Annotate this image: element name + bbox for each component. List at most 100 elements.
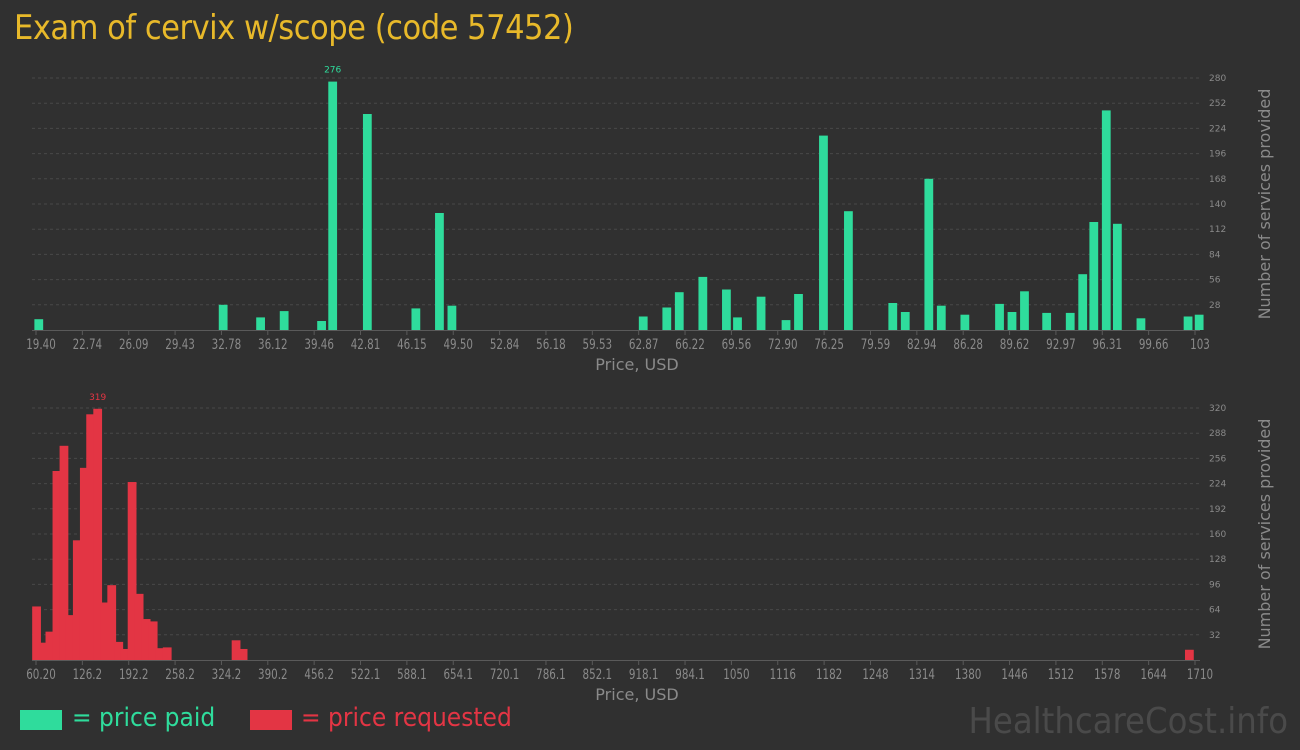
x-tick-label: 588.1 — [397, 667, 427, 683]
histogram-bar — [39, 642, 48, 660]
histogram-bar — [1089, 222, 1099, 330]
x-tick-label: 29.43 — [165, 337, 195, 353]
legend-paid-swatch — [20, 710, 62, 730]
x-tick-label: 1248 — [862, 667, 888, 683]
y-tick-label: 252 — [1209, 99, 1226, 109]
y-tick-label: 288 — [1209, 429, 1226, 439]
histogram-bar — [34, 319, 44, 330]
histogram-bar — [1183, 316, 1193, 330]
y-tick-label: 112 — [1209, 225, 1226, 235]
histogram-bar — [45, 631, 55, 660]
histogram-bar — [844, 211, 853, 330]
histogram-bar — [141, 619, 151, 660]
x-tick-label: 99.66 — [1139, 337, 1169, 353]
x-tick-label: 46.15 — [397, 337, 427, 353]
histogram-bar — [411, 308, 421, 330]
histogram-bar — [1184, 649, 1194, 660]
x-tick-label: 86.28 — [953, 337, 983, 353]
x-tick-label: 918.1 — [629, 667, 659, 683]
x-tick-label: 36.12 — [258, 337, 288, 353]
x-tick-label: 89.62 — [1000, 337, 1030, 353]
histogram-bar — [960, 314, 970, 330]
y-tick-label: 128 — [1209, 555, 1226, 565]
x-tick-label: 1182 — [816, 667, 842, 683]
histogram-bar — [162, 647, 172, 660]
histogram-bar — [65, 615, 75, 660]
histogram-bar — [1020, 291, 1029, 330]
legend-requested-label: = price requested — [301, 703, 512, 733]
x-tick-label: 1314 — [909, 667, 935, 683]
x-tick-label: 82.94 — [907, 337, 937, 353]
histogram-bar — [256, 317, 265, 330]
histogram-bar — [238, 648, 248, 660]
histogram-bar — [1112, 223, 1122, 330]
y-axis-label: Number of services provided — [1255, 89, 1274, 320]
y-tick-label: 224 — [1209, 480, 1226, 490]
x-tick-label: 456.2 — [304, 667, 334, 683]
x-tick-label: 79.59 — [861, 337, 891, 353]
y-axis-label: Number of services provided — [1255, 419, 1274, 650]
histogram-bar — [794, 294, 803, 330]
x-axis-label: Price, USD — [595, 685, 678, 704]
x-tick-label: 126.2 — [73, 667, 103, 683]
x-tick-label: 76.25 — [814, 337, 844, 353]
x-tick-label: 56.18 — [536, 337, 566, 353]
histogram-bar — [59, 445, 69, 660]
histogram-bar — [1194, 314, 1204, 330]
x-tick-label: 26.09 — [119, 337, 149, 353]
histogram-bar — [134, 593, 144, 660]
x-tick-label: 19.40 — [26, 337, 56, 353]
histogram-bar — [1078, 274, 1088, 330]
histogram-bar — [1007, 312, 1017, 330]
x-tick-label: 1050 — [723, 667, 749, 683]
histogram-bar — [120, 648, 130, 660]
histogram-bar — [936, 305, 946, 330]
histogram-bar — [218, 304, 228, 330]
y-tick-label: 320 — [1209, 404, 1226, 414]
x-tick-label: 852.1 — [583, 667, 613, 683]
histogram-bar — [362, 114, 372, 330]
y-tick-label: 96 — [1209, 580, 1221, 590]
histogram-bar — [674, 292, 684, 330]
y-tick-label: 256 — [1209, 454, 1226, 464]
x-tick-label: 42.81 — [351, 337, 381, 353]
x-tick-label: 1446 — [1001, 667, 1027, 683]
histogram-bar — [1042, 312, 1052, 330]
y-tick-label: 28 — [1209, 301, 1221, 311]
histogram-bar — [107, 585, 117, 660]
y-tick-label: 64 — [1209, 606, 1221, 616]
histogram-bar — [127, 482, 137, 660]
x-tick-label: 32.78 — [212, 337, 242, 353]
histogram-bar — [79, 467, 89, 660]
histogram-bar — [72, 540, 82, 660]
histogram-bar — [328, 81, 338, 330]
x-axis-label: Price, USD — [595, 355, 678, 374]
x-tick-label: 324.2 — [212, 667, 242, 683]
x-tick-label: 1116 — [770, 667, 796, 683]
x-tick-label: 258.2 — [165, 667, 195, 683]
y-tick-label: 196 — [1209, 150, 1226, 160]
x-tick-label: 192.2 — [119, 667, 149, 683]
x-tick-label: 1710 — [1187, 667, 1213, 683]
histogram-bar — [100, 602, 110, 660]
x-tick-label: 22.74 — [73, 337, 103, 353]
histogram-bar — [819, 135, 828, 330]
histogram-bar — [1065, 312, 1075, 330]
x-tick-label: 72.90 — [768, 337, 798, 353]
histogram-bar — [638, 316, 648, 330]
y-tick-label: 224 — [1209, 124, 1226, 134]
histogram-bar — [155, 648, 165, 660]
legend-requested-swatch — [250, 710, 292, 730]
legend-paid-label: = price paid — [72, 703, 216, 733]
price-requested-histogram: 32 64 96 128 160 192 224 256 288 320 60.20 126.2 192… — [26, 393, 1274, 704]
histogram-bar — [756, 296, 766, 330]
x-tick-label: 654.1 — [443, 667, 473, 683]
histogram-bar — [148, 621, 158, 660]
x-tick-label: 92.97 — [1046, 337, 1076, 353]
x-tick-label: 786.1 — [536, 667, 566, 683]
x-tick-label: 1578 — [1094, 667, 1120, 683]
histogram-bar — [317, 321, 326, 330]
histogram-bar — [924, 178, 934, 330]
histogram-bar — [662, 307, 672, 330]
y-tick-label: 140 — [1209, 200, 1226, 210]
